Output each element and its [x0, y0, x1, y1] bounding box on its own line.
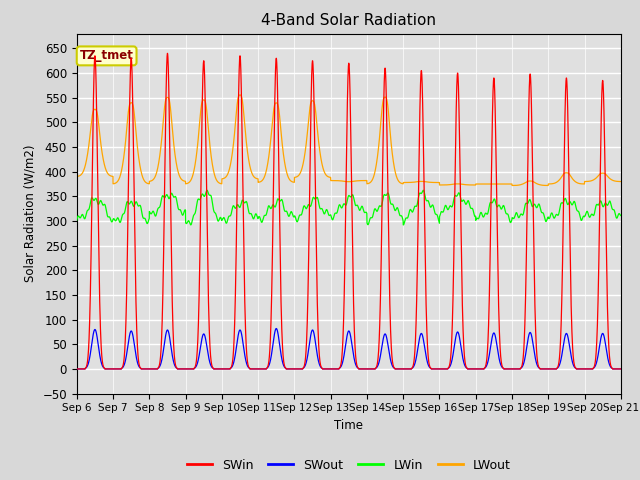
- LWin: [258, 219, 266, 225]
- Legend: SWin, SWout, LWin, LWout: SWin, SWout, LWin, LWout: [182, 454, 516, 477]
- X-axis label: Time: Time: [334, 419, 364, 432]
- SWin: [73, 366, 81, 372]
- SWin: [330, 366, 338, 372]
- SWin: [588, 366, 595, 372]
- LWout: [330, 178, 338, 183]
- SWin: [164, 50, 172, 56]
- LWin: [486, 201, 493, 206]
- Line: SWout: SWout: [77, 328, 621, 369]
- LWin: [470, 213, 478, 219]
- SWout: [273, 325, 280, 331]
- SWin: [258, 366, 266, 372]
- LWin: [594, 202, 602, 208]
- LWout: [470, 182, 478, 188]
- LWout: [258, 178, 266, 184]
- LWin: [399, 222, 407, 228]
- LWin: [330, 212, 338, 218]
- LWin: [203, 187, 211, 193]
- SWin: [470, 366, 478, 372]
- SWin: [617, 366, 625, 372]
- SWin: [486, 272, 493, 277]
- LWout: [617, 179, 625, 184]
- LWout: [594, 173, 602, 179]
- SWout: [73, 366, 81, 372]
- Line: LWin: LWin: [77, 190, 621, 225]
- SWout: [617, 366, 625, 372]
- SWout: [486, 349, 493, 355]
- LWin: [617, 213, 625, 218]
- SWin: [594, 304, 602, 310]
- SWout: [330, 366, 338, 372]
- Line: LWout: LWout: [77, 95, 621, 185]
- LWin: [73, 217, 81, 223]
- SWout: [594, 353, 602, 359]
- LWout: [508, 182, 516, 188]
- LWout: [236, 92, 244, 98]
- SWout: [258, 366, 266, 372]
- Line: SWin: SWin: [77, 53, 621, 369]
- Title: 4-Band Solar Radiation: 4-Band Solar Radiation: [261, 13, 436, 28]
- LWout: [588, 178, 595, 184]
- LWout: [486, 181, 493, 187]
- LWout: [73, 174, 81, 180]
- Y-axis label: Solar Radiation (W/m2): Solar Radiation (W/m2): [24, 145, 37, 282]
- SWout: [470, 366, 478, 372]
- LWin: [588, 212, 595, 217]
- Text: TZ_tmet: TZ_tmet: [80, 49, 134, 62]
- SWout: [588, 366, 595, 372]
